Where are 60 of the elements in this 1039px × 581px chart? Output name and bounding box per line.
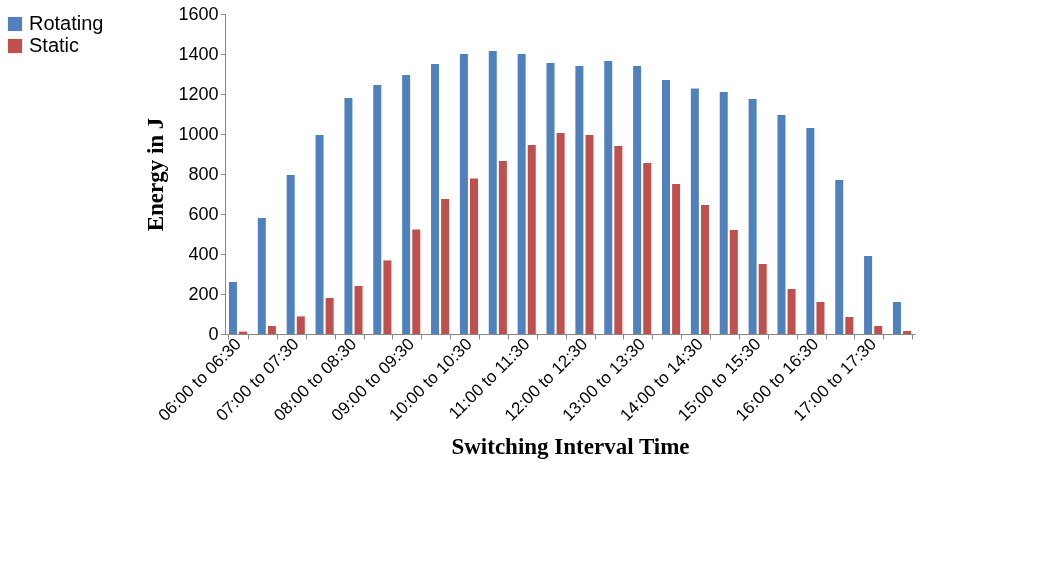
bar xyxy=(672,184,681,334)
bar xyxy=(556,133,565,334)
bar xyxy=(700,205,709,334)
bar xyxy=(431,64,440,334)
bar xyxy=(459,54,468,334)
bar xyxy=(325,298,334,334)
bar xyxy=(575,66,584,334)
y-tick-label: 800 xyxy=(188,163,219,184)
bar xyxy=(441,199,450,334)
bar xyxy=(864,256,873,334)
bar xyxy=(806,128,815,334)
bar xyxy=(604,61,613,334)
bar xyxy=(835,180,844,334)
bar xyxy=(633,66,642,334)
bar xyxy=(228,282,237,334)
y-tick-label: 1000 xyxy=(178,123,219,144)
bar xyxy=(816,302,825,334)
bar xyxy=(257,218,266,334)
y-tick-label: 1400 xyxy=(178,43,219,64)
bar xyxy=(267,326,276,334)
bar xyxy=(286,175,295,334)
bar xyxy=(748,99,757,334)
x-axis-title: Switching Interval Time xyxy=(451,434,690,460)
bar xyxy=(470,178,479,334)
bar xyxy=(402,75,411,334)
bar xyxy=(527,145,536,334)
y-tick-label: 200 xyxy=(188,283,219,304)
bar xyxy=(719,92,728,334)
y-tick-label: 0 xyxy=(208,323,219,344)
bar xyxy=(874,326,883,334)
legend-label: Static xyxy=(29,34,80,56)
bar xyxy=(373,85,382,334)
bar xyxy=(344,98,353,334)
bar xyxy=(758,264,767,334)
bar xyxy=(498,161,507,334)
bar xyxy=(585,135,594,334)
bar xyxy=(315,135,324,334)
bar xyxy=(903,331,912,334)
y-tick-label: 1600 xyxy=(178,3,219,24)
bar xyxy=(661,80,670,334)
y-tick-label: 600 xyxy=(188,203,219,224)
bar xyxy=(729,230,738,334)
y-tick-label: 1200 xyxy=(178,83,219,104)
bar xyxy=(614,146,623,334)
bar xyxy=(546,63,555,334)
y-axis-title: Energy in J xyxy=(143,117,169,232)
bar xyxy=(777,115,786,334)
legend-label: Rotating xyxy=(29,12,104,34)
bar xyxy=(296,316,305,334)
bar xyxy=(383,260,392,334)
bar xyxy=(488,51,497,334)
bar xyxy=(517,54,526,334)
bar xyxy=(690,88,699,334)
bar xyxy=(892,302,901,334)
y-tick-label: 400 xyxy=(188,243,219,264)
bar xyxy=(845,317,854,334)
bar xyxy=(787,289,796,334)
bar xyxy=(643,163,652,334)
bar xyxy=(412,229,421,334)
bar xyxy=(354,286,363,334)
